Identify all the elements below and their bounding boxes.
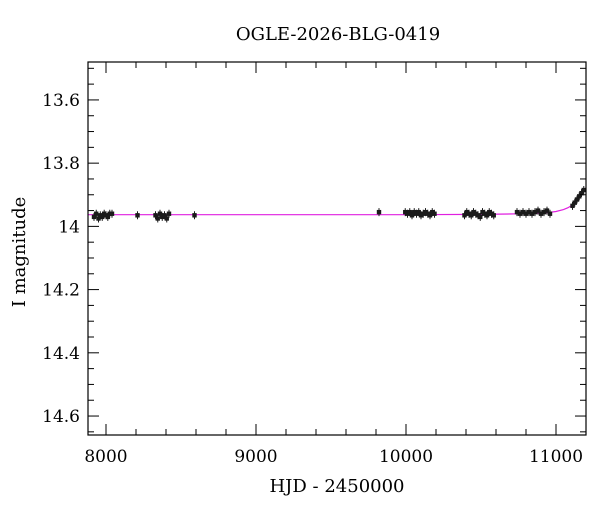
x-tick-label: 10000: [379, 447, 433, 467]
data-point: [430, 209, 435, 215]
data-point: [517, 211, 523, 216]
data-point: [109, 211, 115, 216]
data-point: [100, 214, 105, 220]
y-tick-label: 14.6: [42, 407, 80, 427]
data-point: [482, 211, 487, 216]
data-point: [94, 211, 99, 216]
data-point: [166, 211, 172, 216]
data-point: [405, 211, 410, 216]
data-point: [105, 214, 110, 220]
data-point: [164, 216, 169, 221]
data-point: [570, 203, 575, 209]
data-point: [192, 213, 197, 218]
data-point: [135, 213, 140, 218]
data-point: [547, 211, 553, 216]
y-tick-label: 14: [58, 217, 80, 237]
data-point: [579, 190, 584, 196]
y-tick-label: 13.6: [42, 91, 80, 111]
data-point: [581, 187, 586, 193]
data-point: [538, 211, 544, 216]
data-point: [484, 213, 490, 218]
data-point: [107, 211, 112, 216]
data-point: [425, 211, 430, 216]
data-point: [153, 213, 158, 218]
data-point: [96, 216, 101, 221]
data-point: [412, 209, 417, 215]
data-point: [572, 200, 577, 205]
data-point: [523, 211, 529, 216]
data-point: [155, 216, 160, 221]
data-point: [514, 209, 520, 215]
plot-frame: [87, 61, 587, 436]
data-point: [544, 208, 550, 213]
data-point: [427, 213, 433, 218]
data-point: [416, 209, 421, 215]
data-point: [475, 213, 481, 218]
data-point: [487, 209, 492, 215]
data-point: [160, 214, 165, 220]
data-point: [157, 211, 163, 216]
data-point: [162, 213, 167, 218]
y-tick-label: 13.8: [42, 154, 80, 174]
x-axis-label: HJD - 2450000: [269, 476, 404, 497]
data-point: [91, 214, 97, 220]
x-tick-label: 11000: [529, 447, 583, 467]
data-point: [489, 211, 494, 216]
data-point: [480, 209, 485, 215]
data-point: [464, 209, 469, 215]
model-fit-line: [88, 187, 587, 216]
x-tick-label: 8000: [84, 447, 127, 467]
data-point: [526, 209, 532, 215]
data-point: [471, 209, 476, 215]
data-point: [577, 194, 582, 199]
y-tick-label: 14.2: [42, 281, 80, 301]
data-point: [473, 211, 478, 216]
data-point: [407, 209, 412, 215]
data-point: [520, 209, 526, 215]
data-point: [403, 209, 408, 215]
data-point: [469, 213, 474, 218]
data-point: [409, 213, 415, 218]
data-point: [574, 197, 580, 202]
data-point: [491, 213, 496, 218]
data-point: [478, 214, 483, 220]
data-point: [532, 209, 538, 215]
plot-area: [88, 186, 587, 223]
chart-title: OGLE-2026-BLG-0419: [236, 24, 440, 45]
y-axis-label: I magnitude: [9, 197, 30, 308]
x-tick-label: 9000: [234, 447, 277, 467]
axis-ticks: 8000 9000 10000 11000 13.6 13.8 14 14.2 14.4 14.6: [42, 62, 587, 467]
data-point: [418, 213, 424, 218]
data-point: [376, 209, 382, 215]
data-point: [432, 211, 437, 216]
data-point: [421, 211, 426, 216]
data-point: [466, 211, 472, 216]
data-point: [414, 211, 419, 216]
data-point: [462, 213, 467, 218]
data-point: [423, 209, 428, 215]
y-tick-label: 14.4: [42, 344, 80, 364]
data-point: [535, 208, 541, 213]
data-point: [529, 211, 535, 216]
data-point: [541, 209, 547, 215]
